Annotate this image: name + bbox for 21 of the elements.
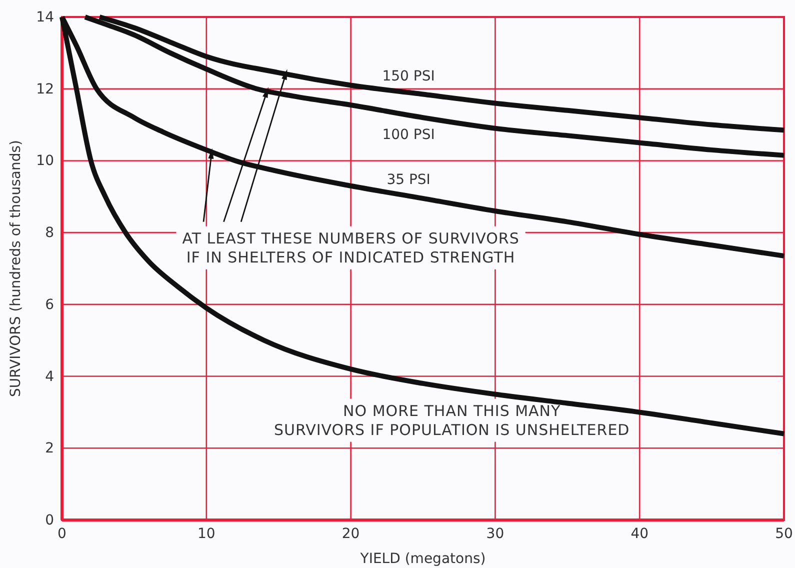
annotation: NO MORE THAN THIS MANY SURVIVORS IF POPULATION IS UNSHELTERED: [274, 402, 630, 439]
y-tick-label: 0: [45, 512, 54, 528]
y-tick-label: 12: [36, 81, 54, 98]
y-tick-label: 14: [36, 9, 54, 26]
x-tick-label: 50: [775, 526, 793, 542]
annotation: AT LEAST THESE NUMBERS OF SURVIVORS IF IN SHELTERS OF INDICATED STRENGTH: [182, 229, 520, 266]
y-axis-title: SURVIVORS (hundreds of thousands): [8, 140, 24, 398]
y-tick-label: 6: [45, 296, 54, 313]
x-tick-label: 0: [58, 526, 66, 542]
x-tick-label: 10: [197, 526, 216, 542]
y-tick-label: 2: [45, 440, 54, 457]
y-tick-label: 10: [36, 153, 54, 170]
x-tick-label: 40: [630, 526, 649, 542]
x-tick-label: 20: [342, 526, 360, 542]
x-tick-label: 30: [486, 526, 504, 542]
y-tick-label: 4: [45, 368, 54, 385]
y-tick-label: 8: [45, 225, 54, 242]
x-axis-title: YIELD (megatons): [359, 551, 486, 567]
series-label: 100 PSI: [382, 127, 435, 144]
series-label: 150 PSI: [382, 68, 435, 84]
series-label: 35 PSI: [386, 172, 430, 188]
